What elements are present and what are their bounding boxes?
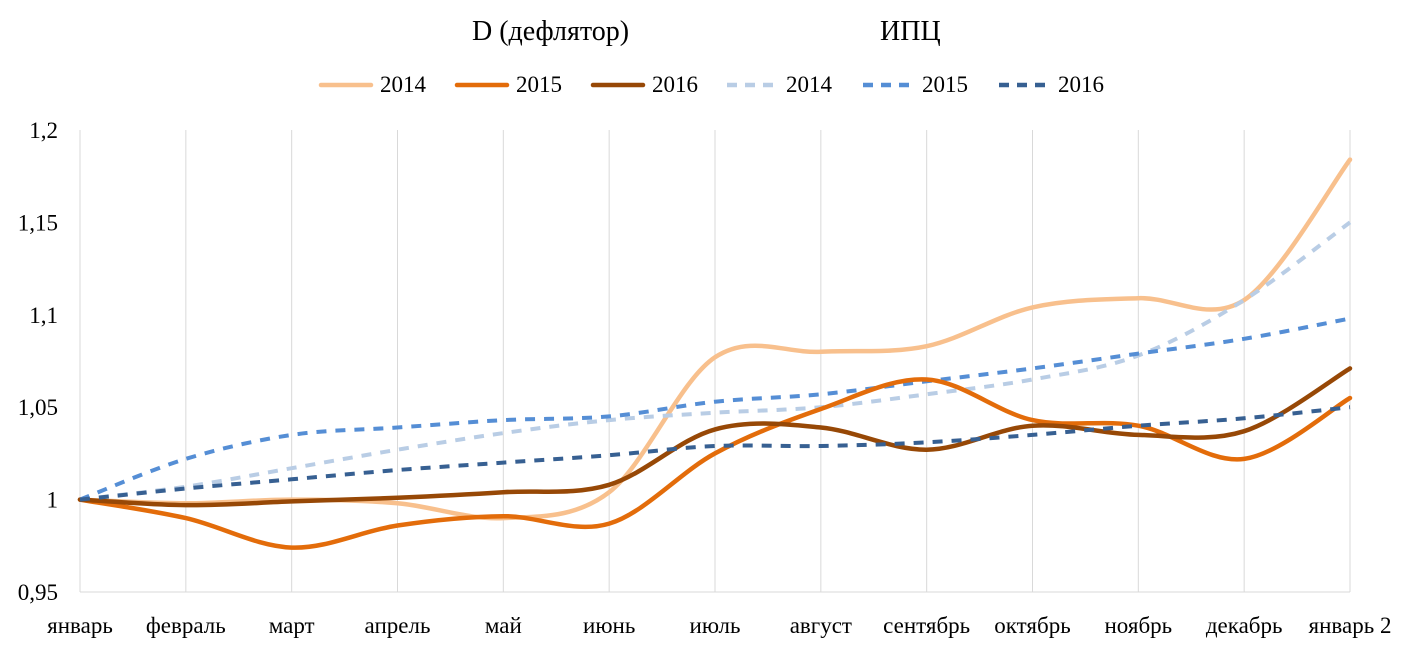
legend-swatch [999,82,1049,88]
series-line-cpi-2015 [79,316,1351,502]
y-tick-label: 1,15 [18,210,58,235]
legend-label: 2015 [922,72,968,97]
legend-swatch [318,82,374,88]
y-tick-label: 1,1 [29,303,58,328]
legend-item: 2016 [996,70,1104,100]
legend-item: 2014 [318,70,426,100]
x-tick-label: март [269,613,315,638]
series-line-deflator-2016 [77,366,1353,508]
legend-item: 2015 [454,70,562,100]
x-tick-label: сентябрь [883,613,970,638]
x-tick-label: декабрь [1206,613,1283,638]
legend-label: 2014 [380,72,426,97]
y-tick-label: 1 [47,488,59,513]
series-line-deflator-2015 [77,377,1353,550]
legend-item: 2015 [860,70,968,100]
x-tick-label: июнь [583,613,635,638]
legend-label: 2015 [516,72,562,97]
x-tick-label: январь 2 [1309,613,1392,638]
legend-item: 2016 [590,70,698,100]
legend-label: 2016 [652,72,698,97]
legend-swatch [863,82,913,88]
y-tick-label: 1,2 [29,118,58,143]
chart-legend: 2014 2015 2016 2014 2015 2016 [0,70,1418,100]
x-tick-label: май [485,613,522,638]
x-tick-label: август [790,613,852,638]
x-tick-label: октябрь [994,613,1070,638]
series-line-cpi-2016 [79,405,1351,502]
legend-swatch [590,82,646,88]
y-tick-label: 1,05 [18,395,58,420]
legend-swatch [454,82,510,88]
x-tick-label: апрель [365,613,431,638]
x-tick-label: февраль [146,613,226,638]
cpi-group-title: ИПЦ [880,16,941,47]
legend-label: 2016 [1058,72,1104,97]
y-tick-label: 0,95 [18,580,58,605]
legend-swatch [727,82,777,88]
x-tick-label: июль [690,613,741,638]
legend-label: 2014 [786,72,832,97]
legend-item: 2014 [724,70,832,100]
x-tick-label: январь [47,613,113,638]
deflator-group-title: D (дефлятор) [472,16,630,47]
x-tick-label: ноябрь [1105,613,1173,638]
